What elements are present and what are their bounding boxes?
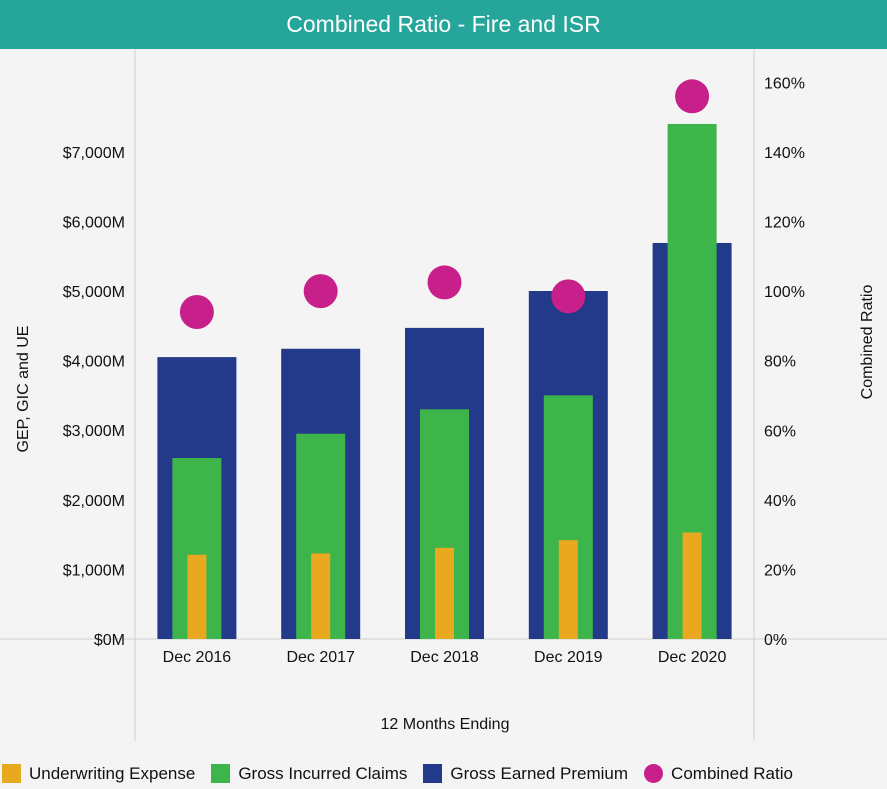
bar-underwriting-expense — [435, 547, 454, 639]
right-axis-ticks: 0% 20% 40% 60% 80% 100% 120% 140% 160% — [764, 75, 805, 649]
x-tick-label: Dec 2020 — [658, 649, 727, 666]
chart-title: Combined Ratio - Fire and ISR — [0, 0, 887, 49]
bar-underwriting-expense — [682, 532, 702, 639]
y2-tick-label: 160% — [764, 75, 805, 92]
legend-item-gross-incurred-claims[interactable]: Gross Incurred Claims — [211, 764, 407, 784]
y-tick-label: $2,000M — [63, 493, 125, 510]
y-tick-label: $1,000M — [63, 562, 125, 579]
y2-tick-label: 0% — [764, 632, 787, 649]
bar-underwriting-expense — [187, 554, 207, 639]
y-tick-label: $5,000M — [63, 284, 125, 301]
x-tick-label: Dec 2019 — [534, 649, 603, 666]
point-combined-ratio — [427, 265, 462, 300]
y2-tick-label: 80% — [764, 354, 796, 371]
x-axis-ticks: Dec 2016 Dec 2017 Dec 2018 Dec 2019 Dec 2020 — [163, 649, 727, 666]
y2-tick-label: 40% — [764, 493, 796, 510]
bar-underwriting-expense — [311, 553, 331, 639]
y-tick-label: $4,000M — [63, 354, 125, 371]
y-axis-label: GEP, GIC and UE — [15, 326, 32, 453]
point-combined-ratio — [551, 279, 586, 314]
x-tick-label: Dec 2016 — [163, 649, 232, 666]
point-combined-ratio — [179, 294, 214, 329]
x-tick-label: Dec 2018 — [410, 649, 479, 666]
legend-swatch-gross-incurred-claims — [211, 764, 231, 783]
chart-area: $0M $1,000M $2,000M $3,000M $4,000M $5,000M $6… — [0, 49, 887, 741]
x-tick-label: Dec 2017 — [286, 649, 355, 666]
legend-swatch-underwriting-expense — [2, 764, 21, 783]
bar-series — [157, 123, 732, 639]
point-combined-ratio — [303, 274, 338, 309]
y2-tick-label: 60% — [764, 423, 796, 440]
legend: Underwriting Expense Gross Incurred Clai… — [0, 758, 887, 789]
y2-axis-label: Combined Ratio — [859, 285, 876, 400]
y2-tick-label: 100% — [764, 284, 805, 301]
legend-swatch-gross-earned-premium — [423, 764, 443, 783]
legend-item-combined-ratio[interactable]: Combined Ratio — [644, 764, 793, 784]
legend-label: Underwriting Expense — [29, 763, 196, 783]
legend-label: Gross Incurred Claims — [238, 763, 408, 783]
legend-item-gross-earned-premium[interactable]: Gross Earned Premium — [423, 764, 628, 784]
x-axis-label: 12 Months Ending — [381, 716, 510, 733]
legend-item-underwriting-expense[interactable]: Underwriting Expense — [2, 764, 195, 784]
y-tick-label: $6,000M — [63, 214, 125, 231]
legend-label: Combined Ratio — [671, 763, 793, 783]
point-combined-ratio — [675, 79, 710, 114]
y2-tick-label: 120% — [764, 215, 805, 232]
y2-tick-label: 20% — [764, 562, 796, 579]
left-axis-ticks: $0M $1,000M $2,000M $3,000M $4,000M $5,000M $6… — [63, 145, 125, 649]
y-tick-label: $3,000M — [63, 423, 125, 440]
legend-swatch-combined-ratio — [644, 764, 664, 783]
y-tick-label: $7,000M — [63, 145, 125, 162]
legend-label: Gross Earned Premium — [450, 763, 629, 783]
combined-ratio-points — [179, 79, 710, 329]
bar-underwriting-expense — [558, 540, 578, 639]
y-tick-label: $0M — [94, 632, 125, 649]
y2-tick-label: 140% — [764, 145, 805, 162]
